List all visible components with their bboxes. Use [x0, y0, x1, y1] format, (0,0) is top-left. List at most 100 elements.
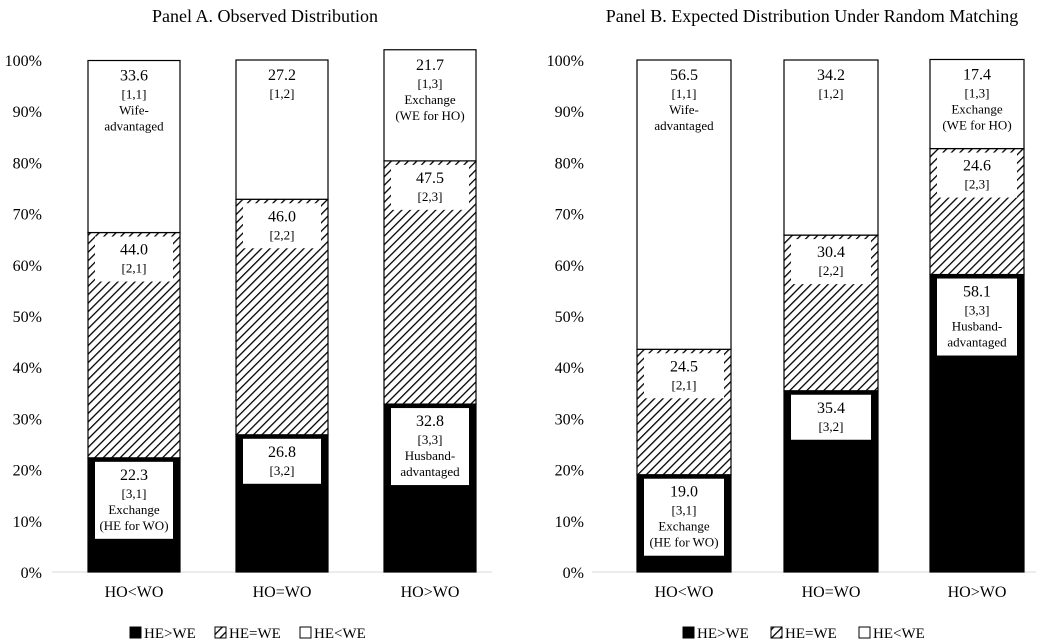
panel-b-data-label: 56.5	[670, 67, 698, 84]
panel-a-ytick-label: 20%	[13, 463, 42, 480]
legend-swatch-he-eq-we	[214, 626, 227, 639]
panel-b-cell-description: advantaged	[947, 335, 1007, 350]
panel-b-cell-description: Exchange	[951, 101, 1002, 116]
panel-a-bar-he-lt-we	[235, 59, 329, 200]
panel-a-category-label: HO>WO	[401, 584, 460, 601]
panel-b-cell-description: Wife-	[669, 102, 699, 117]
panel-a-data-label: 21.7	[416, 57, 444, 74]
panel-b-label-box	[791, 239, 871, 285]
panel-b-cell-code: [2,2]	[819, 263, 844, 278]
panel-b-cell-code: [2,1]	[672, 377, 697, 392]
legend-label-he-eq-we: HE=WE	[229, 626, 281, 642]
panel-a-cell-code: [1,3]	[418, 76, 443, 91]
panel-b-category-label: HO>WO	[948, 584, 1007, 601]
panel-a-cell-description: advantaged	[400, 464, 460, 479]
panel-a-title: Panel A. Observed Distribution	[152, 6, 378, 26]
panel-b-ytick-label: 100%	[547, 53, 584, 70]
panel-a-category-label: HO=WO	[253, 584, 312, 601]
panel-a-cell-description: advantaged	[104, 119, 164, 134]
panel-a-ytick-label: 90%	[13, 104, 42, 121]
panel-b-category-label: HO<WO	[655, 584, 714, 601]
panel-a-data-label: 47.5	[416, 170, 444, 187]
panel-b-data-label: 19.0	[670, 484, 698, 501]
panel-a-data-label: 44.0	[120, 242, 148, 259]
legend-swatch-he-gt-we	[129, 626, 142, 639]
panel-a-legend: HE>WE HE=WE HE<WE	[129, 626, 366, 642]
panel-b-ytick-label: 0%	[563, 565, 584, 582]
panel-a-label-box	[95, 461, 173, 539]
panel-a-ytick-label: 40%	[13, 360, 42, 377]
panel-b-bar-he-lt-we	[783, 59, 879, 236]
panel-a-cell-description: Exchange	[404, 92, 455, 107]
panel-b-ytick-label: 90%	[555, 104, 584, 121]
panel-b-cell-code: [1,1]	[672, 86, 697, 101]
panel-a-cell-code: [3,2]	[270, 463, 295, 478]
panel-b-data-label: 34.2	[817, 67, 845, 84]
panel-b-ytick-label: 30%	[555, 411, 584, 428]
panel-a-cell-code: [2,1]	[122, 261, 147, 276]
panel-b-cell-code: [3,2]	[819, 419, 844, 434]
panel-a-cell-code: [3,3]	[418, 432, 443, 447]
panel-b-cell-code: [3,1]	[672, 503, 697, 518]
panel-b-cell-description: Exchange	[658, 519, 709, 534]
panel-a-label-box	[391, 408, 469, 486]
panel-b-title: Panel B. Expected Distribution Under Ran…	[606, 6, 1018, 26]
panel-b-cell-description: advantaged	[654, 118, 714, 133]
panel-a-cell-code: [2,2]	[270, 227, 295, 242]
panel-b: Panel B. Expected Distribution Under Ran…	[547, 6, 1036, 601]
legend-label-he-eq-we: HE=WE	[785, 626, 837, 642]
panel-b-ytick-label: 50%	[555, 309, 584, 326]
panel-b-data-label: 24.5	[670, 358, 698, 375]
panel-a-data-label: 22.3	[120, 467, 148, 484]
panel-a-data-label: 26.8	[268, 444, 296, 461]
legend-label-he-gt-we: HE>WE	[144, 626, 196, 642]
legend-swatch-he-eq-we	[770, 626, 783, 639]
panel-b-ytick-label: 60%	[555, 258, 584, 275]
panel-b-ytick-label: 40%	[555, 360, 584, 377]
panel-a-cell-code: [2,3]	[418, 189, 443, 204]
panel-a-ytick-label: 0%	[21, 565, 42, 582]
panel-a-cell-code: [1,2]	[270, 86, 295, 101]
panel-a-label-box	[95, 236, 173, 282]
panel-a-cell-description: Husband-	[405, 448, 456, 463]
panel-b-cell-code: [2,3]	[965, 177, 990, 192]
panel-a: Panel A. Observed Distribution 0% 10% 20% 30…	[5, 6, 492, 601]
panel-b-cell-description: (HE for WO)	[649, 535, 718, 550]
panel-a-ytick-label: 30%	[13, 411, 42, 428]
panel-a-ytick-label: 60%	[13, 258, 42, 275]
panel-a-cell-description: (WE for HO)	[395, 108, 464, 123]
panel-a-cell-description: Exchange	[108, 502, 159, 517]
legend-swatch-he-gt-we	[682, 626, 695, 639]
panel-a-data-label: 32.8	[416, 413, 444, 430]
legend-swatch-he-lt-we	[299, 626, 312, 639]
panel-a-label-box	[243, 203, 321, 249]
panel-b-bar-he-lt-we	[929, 58, 1025, 150]
panel-a-data-label: 33.6	[120, 68, 148, 85]
panel-b-data-label: 30.4	[817, 244, 845, 261]
panel-a-ytick-label: 50%	[13, 309, 42, 326]
panel-a-cell-code: [3,1]	[122, 486, 147, 501]
panel-b-label-box	[644, 478, 724, 556]
panel-a-cell-code: [1,1]	[122, 87, 147, 102]
legend-swatch-he-lt-we	[858, 626, 871, 639]
panel-b-label-box	[791, 394, 871, 440]
panel-a-label-box	[243, 438, 321, 484]
panel-b-label-box	[644, 353, 724, 399]
legend-label-he-gt-we: HE>WE	[697, 626, 749, 642]
panel-b-label-box	[937, 278, 1017, 356]
panel-b-bar-he-lt-we	[636, 59, 732, 350]
panel-b-cell-description: (WE for HO)	[942, 117, 1011, 132]
panel-b-cell-code: [1,2]	[819, 86, 844, 101]
panel-a-data-label: 46.0	[268, 208, 296, 225]
panel-b-cell-description: Husband-	[952, 319, 1003, 334]
panel-a-ytick-label: 80%	[13, 155, 42, 172]
panel-a-cell-description: (HE for WO)	[99, 518, 168, 533]
panel-a-category-label: HO<WO	[105, 584, 164, 601]
panel-b-ytick-label: 70%	[555, 207, 584, 224]
panel-b-label-box	[937, 152, 1017, 198]
panel-a-cell-description: Wife-	[119, 103, 149, 118]
panel-b-data-label: 35.4	[817, 400, 845, 417]
panel-a-ytick-label: 70%	[13, 207, 42, 224]
panel-b-ytick-label: 20%	[555, 463, 584, 480]
